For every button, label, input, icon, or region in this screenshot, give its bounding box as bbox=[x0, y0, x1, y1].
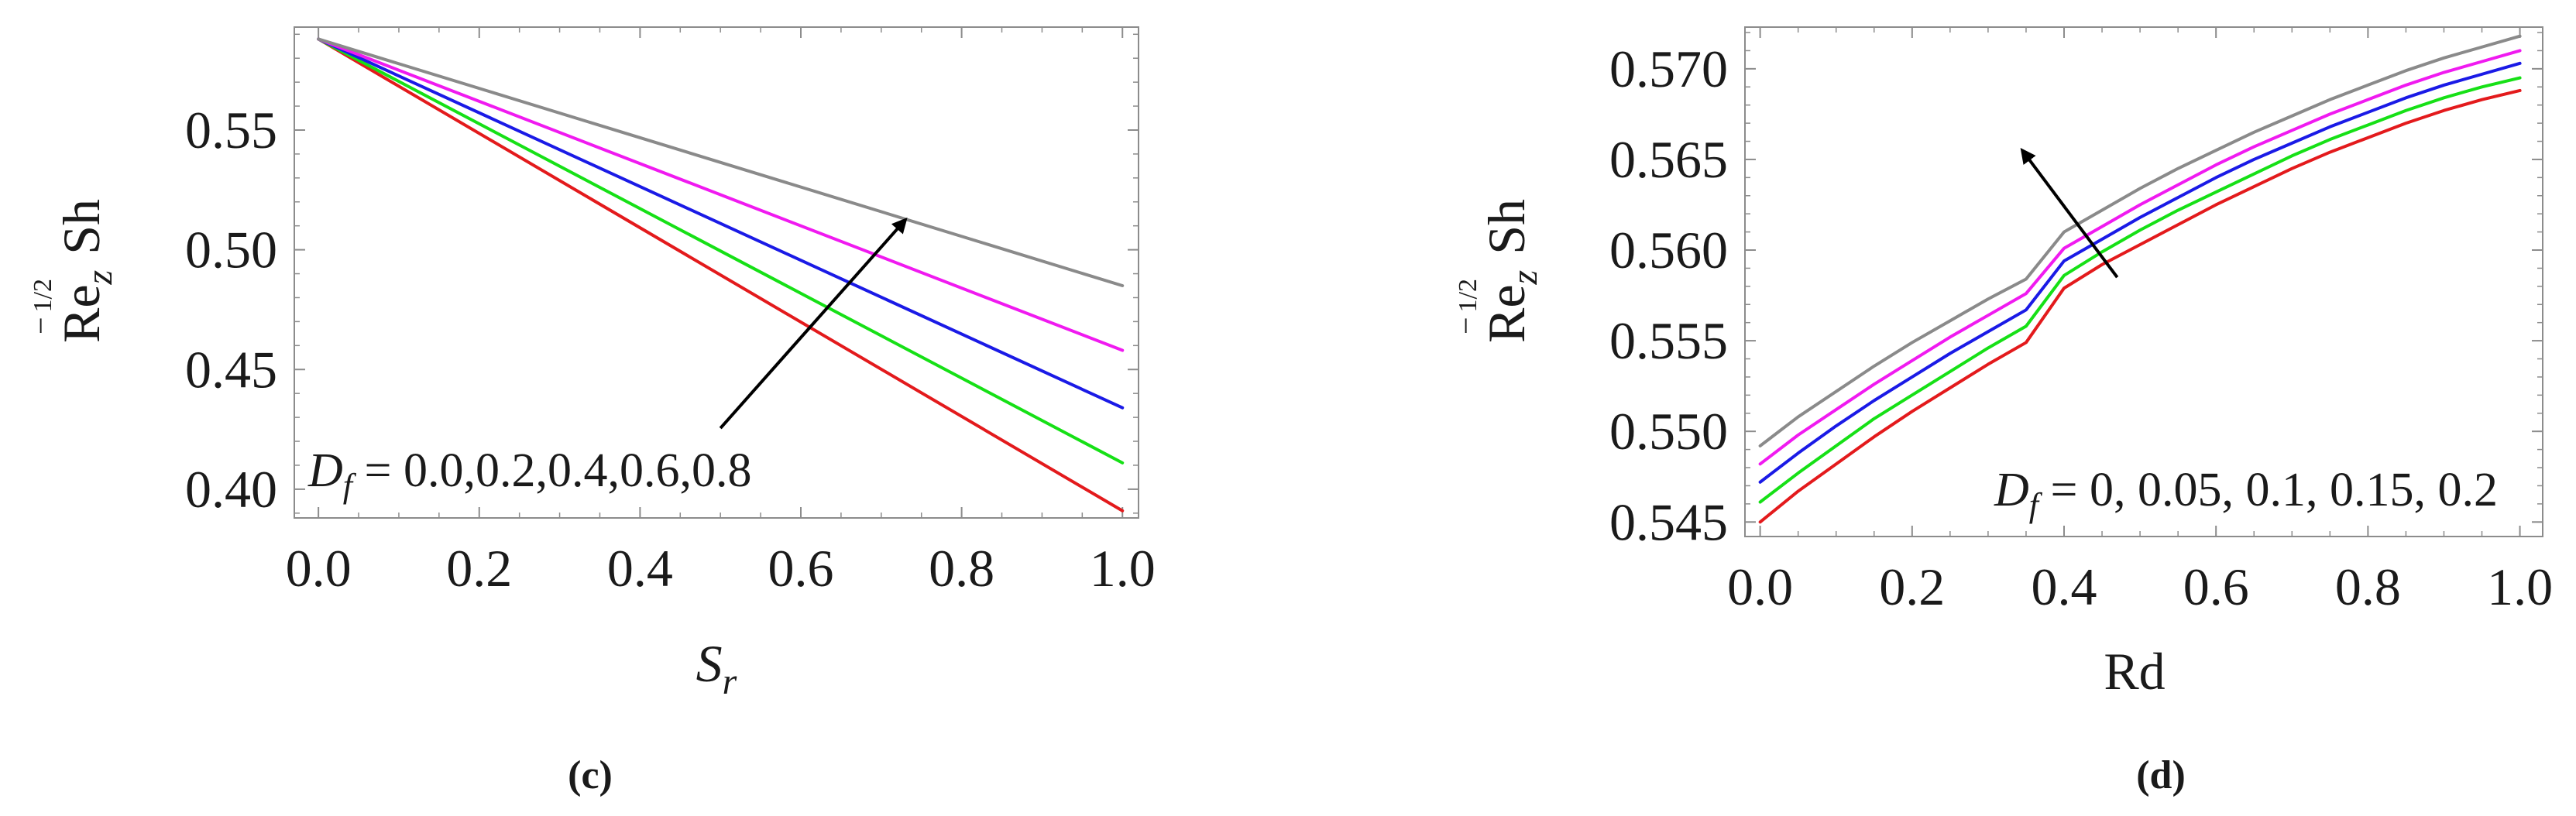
series-line bbox=[1758, 76, 2522, 504]
x-tick-label: 0.8 bbox=[2335, 557, 2401, 616]
series-line bbox=[1758, 49, 2522, 466]
trend-arrow bbox=[2020, 148, 2119, 279]
x-tick-label: 0.6 bbox=[768, 539, 834, 598]
y-tick-label: 0.565 bbox=[1609, 130, 1728, 189]
x-tick-label: 1.0 bbox=[1090, 539, 1156, 598]
panel-c: 0.0 0.2 0.4 0.6 0.8 1.0 0.40 0.45 0.50 0.55 Df = 0… bbox=[23, 26, 1156, 797]
y-title-tail: Sh bbox=[52, 199, 111, 255]
series-line bbox=[317, 37, 1125, 288]
x-title-base: S bbox=[696, 634, 723, 693]
x-tick-label: 0.6 bbox=[2183, 557, 2249, 616]
y-tick-label: 0.55 bbox=[185, 101, 277, 159]
plot-frame bbox=[1744, 26, 2543, 537]
panel-caption: (d) bbox=[2136, 753, 2186, 797]
legend-values: = 0.0,0.2,0.4,0.6,0.8 bbox=[352, 444, 751, 497]
series-line bbox=[317, 37, 1125, 513]
x-tick-label: 0.0 bbox=[1727, 557, 1793, 616]
series-line bbox=[1758, 88, 2522, 524]
y-title-subscript: z bbox=[1504, 269, 1545, 285]
y-tick-label: 0.40 bbox=[185, 460, 277, 519]
y-axis-title-text: Rez Sh bbox=[1477, 199, 1545, 343]
x-tick-label: 1.0 bbox=[2487, 557, 2553, 616]
legend-symbol: D bbox=[307, 444, 343, 497]
y-title-tail: Sh bbox=[1477, 199, 1536, 255]
y-title-exponent-fraction: 1/2 bbox=[29, 279, 57, 312]
trend-arrow bbox=[719, 217, 908, 430]
y-axis-title: Rez Sh−1/2 bbox=[1448, 199, 1545, 343]
x-tick-label: 0.0 bbox=[286, 539, 352, 598]
x-title-subscript: r bbox=[723, 661, 737, 702]
y-title-exponent-sign: − bbox=[1448, 317, 1483, 334]
x-title-base: Rd bbox=[2104, 642, 2165, 701]
y-tick-label: 0.560 bbox=[1609, 221, 1728, 279]
series-line bbox=[1758, 61, 2522, 484]
legend-symbol: D bbox=[1994, 464, 2029, 516]
x-tick-label: 0.8 bbox=[929, 539, 994, 598]
y-tick-label: 0.545 bbox=[1609, 492, 1728, 551]
x-axis-title: Rd bbox=[2104, 642, 2165, 701]
series-line bbox=[317, 37, 1125, 465]
y-title-exponent: − 1/2 bbox=[1448, 279, 1483, 334]
y-title-exponent-fraction: 1/2 bbox=[1454, 279, 1482, 312]
x-tick-label: 0.4 bbox=[607, 539, 673, 598]
series-line bbox=[1758, 34, 2522, 447]
legend-values: = 0, 0.05, 0.1, 0.15, 0.2 bbox=[2038, 464, 2498, 516]
plot-frame bbox=[294, 26, 1139, 519]
x-tick-label: 0.2 bbox=[446, 539, 512, 598]
y-tick-label: 0.555 bbox=[1609, 311, 1728, 370]
y-title-base: Re bbox=[1477, 284, 1536, 343]
legend-annotation: Df = 0, 0.05, 0.1, 0.15, 0.2 bbox=[1994, 464, 2498, 524]
y-axis-title: Rez Sh−1/2 bbox=[23, 199, 120, 343]
legend-annotation: Df = 0.0,0.2,0.4,0.6,0.8 bbox=[307, 444, 751, 505]
y-title-exponent-sign: − bbox=[23, 317, 58, 334]
y-tick-label: 0.570 bbox=[1609, 39, 1728, 98]
y-title-base: Re bbox=[52, 284, 111, 343]
series-line bbox=[317, 37, 1125, 410]
x-axis-title: Sr bbox=[696, 634, 737, 702]
panel-d: 0.0 0.2 0.4 0.6 0.8 1.0 0.545 0.550 0.555 0.560 0.… bbox=[1448, 26, 2553, 797]
y-axis-title-text: Rez Sh bbox=[52, 199, 120, 343]
y-tick-label: 0.45 bbox=[185, 340, 277, 399]
y-title-spacer bbox=[1496, 255, 1531, 270]
x-tick-label: 0.4 bbox=[2032, 557, 2097, 616]
panel-caption: (c) bbox=[568, 753, 613, 797]
y-title-exponent: − 1/2 bbox=[23, 279, 58, 334]
x-tick-label: 0.2 bbox=[1879, 557, 1945, 616]
y-title-spacer bbox=[71, 255, 106, 270]
y-tick-label: 0.550 bbox=[1609, 402, 1728, 461]
series-line bbox=[317, 37, 1125, 352]
y-title-subscript: z bbox=[79, 269, 120, 285]
y-tick-label: 0.50 bbox=[185, 221, 277, 279]
